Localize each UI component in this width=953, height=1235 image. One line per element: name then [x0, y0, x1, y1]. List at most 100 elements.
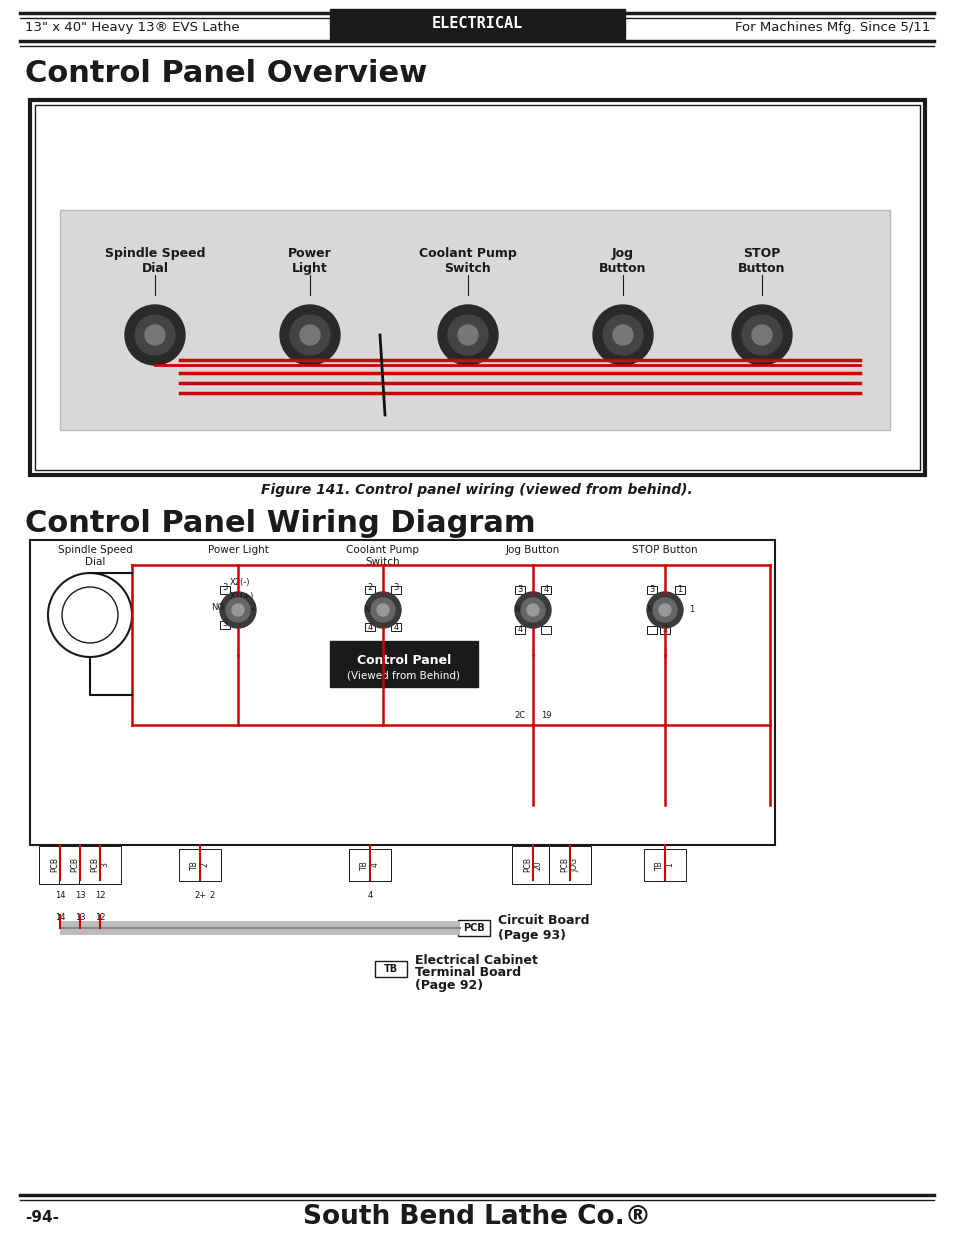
- Text: NC: NC: [645, 605, 658, 615]
- Text: 3: 3: [517, 585, 522, 594]
- Text: 4: 4: [543, 585, 548, 594]
- Circle shape: [145, 325, 165, 345]
- Circle shape: [751, 325, 771, 345]
- Text: 2: 2: [661, 625, 667, 635]
- Text: NO: NO: [212, 603, 224, 611]
- Circle shape: [526, 604, 538, 616]
- Circle shape: [731, 305, 791, 366]
- Text: 13: 13: [74, 913, 85, 921]
- Text: PCB
CN: PCB CN: [51, 857, 70, 872]
- Text: X1(+): X1(+): [230, 593, 254, 601]
- Text: 4: 4: [393, 622, 398, 631]
- Text: 4: 4: [367, 890, 373, 899]
- Circle shape: [520, 598, 544, 622]
- Bar: [391, 585, 400, 594]
- Text: NO: NO: [513, 605, 526, 615]
- Text: ELECTRICAL: ELECTRICAL: [431, 16, 522, 32]
- Bar: [220, 621, 230, 629]
- Text: -94-: -94-: [25, 1209, 59, 1224]
- Text: PCB
2: PCB 2: [71, 857, 90, 872]
- Bar: [30, 100, 924, 475]
- Text: TB
1: TB 1: [655, 860, 674, 869]
- Text: 14: 14: [54, 890, 65, 899]
- Circle shape: [437, 305, 497, 366]
- Text: Circuit Board: Circuit Board: [497, 914, 589, 927]
- Text: STOP
Button: STOP Button: [738, 247, 785, 275]
- Bar: [35, 105, 919, 471]
- Text: Coolant Pump
Switch: Coolant Pump Switch: [418, 247, 517, 275]
- Text: 2C: 2C: [514, 710, 525, 720]
- Text: PCB: PCB: [462, 923, 484, 932]
- Text: 2: 2: [250, 603, 255, 611]
- Bar: [220, 585, 230, 594]
- Text: 2+: 2+: [193, 890, 206, 899]
- Circle shape: [226, 598, 250, 622]
- Text: Terminal Board: Terminal Board: [415, 967, 520, 979]
- Text: Jog Button: Jog Button: [505, 545, 559, 555]
- Text: (Page 92): (Page 92): [415, 979, 482, 993]
- Circle shape: [232, 604, 244, 616]
- Text: TB: TB: [383, 965, 397, 974]
- Text: PCB
20: PCB 20: [523, 857, 542, 872]
- Circle shape: [646, 592, 682, 629]
- Text: PCB
JOG: PCB JOG: [559, 857, 579, 872]
- Bar: [330, 9, 624, 40]
- Circle shape: [652, 598, 677, 622]
- Circle shape: [593, 305, 652, 366]
- Bar: [457, 920, 490, 936]
- Circle shape: [457, 325, 477, 345]
- Bar: [646, 626, 657, 634]
- Bar: [646, 585, 657, 594]
- Bar: [330, 641, 477, 687]
- Text: South Bend Lathe Co.®: South Bend Lathe Co.®: [303, 1204, 650, 1230]
- Text: 2: 2: [367, 583, 373, 592]
- Text: PCB
3: PCB 3: [91, 857, 110, 872]
- Circle shape: [125, 305, 185, 366]
- Text: 3: 3: [222, 619, 228, 627]
- Circle shape: [280, 305, 339, 366]
- Circle shape: [376, 604, 389, 616]
- Text: Control Panel Overview: Control Panel Overview: [25, 58, 427, 88]
- Bar: [365, 585, 375, 594]
- Bar: [675, 585, 684, 594]
- Text: For Machines Mfg. Since 5/11: For Machines Mfg. Since 5/11: [734, 21, 929, 35]
- Bar: [60, 210, 889, 430]
- Text: 3: 3: [222, 583, 228, 592]
- Bar: [391, 622, 400, 631]
- Text: 13" x 40" Heavy 13® EVS Lathe: 13" x 40" Heavy 13® EVS Lathe: [25, 21, 239, 35]
- Text: Coolant Pump
Switch: Coolant Pump Switch: [346, 545, 419, 567]
- Text: NO: NO: [363, 605, 376, 615]
- Bar: [540, 585, 551, 594]
- Text: TB
2: TB 2: [190, 860, 210, 869]
- Text: Figure 141. Control panel wiring (viewed from behind).: Figure 141. Control panel wiring (viewed…: [261, 483, 692, 496]
- Circle shape: [365, 592, 400, 629]
- Bar: [515, 626, 524, 634]
- Circle shape: [299, 325, 319, 345]
- Bar: [365, 622, 375, 631]
- Circle shape: [741, 315, 781, 354]
- Text: 3: 3: [393, 583, 398, 592]
- Text: (Viewed from Behind): (Viewed from Behind): [347, 671, 460, 680]
- Text: Power
Light: Power Light: [288, 247, 332, 275]
- Circle shape: [290, 315, 330, 354]
- Circle shape: [613, 325, 633, 345]
- Bar: [515, 585, 524, 594]
- Text: Power Light: Power Light: [208, 545, 268, 555]
- Text: TB
4: TB 4: [360, 860, 379, 869]
- Text: 4: 4: [517, 625, 522, 635]
- Text: 4: 4: [367, 622, 373, 631]
- Text: Control Panel: Control Panel: [356, 653, 451, 667]
- Bar: [659, 626, 669, 634]
- Text: 13: 13: [74, 890, 85, 899]
- Text: 14: 14: [54, 913, 65, 921]
- Text: X2(-): X2(-): [230, 578, 251, 588]
- Text: 19: 19: [540, 710, 551, 720]
- Text: 2: 2: [209, 890, 214, 899]
- Circle shape: [220, 592, 255, 629]
- Text: 3: 3: [649, 585, 654, 594]
- Text: 12: 12: [94, 913, 105, 921]
- Text: 12: 12: [94, 890, 105, 899]
- Text: Spindle Speed
Dial: Spindle Speed Dial: [57, 545, 132, 567]
- Text: Spindle Speed
Dial: Spindle Speed Dial: [105, 247, 205, 275]
- Bar: [540, 626, 551, 634]
